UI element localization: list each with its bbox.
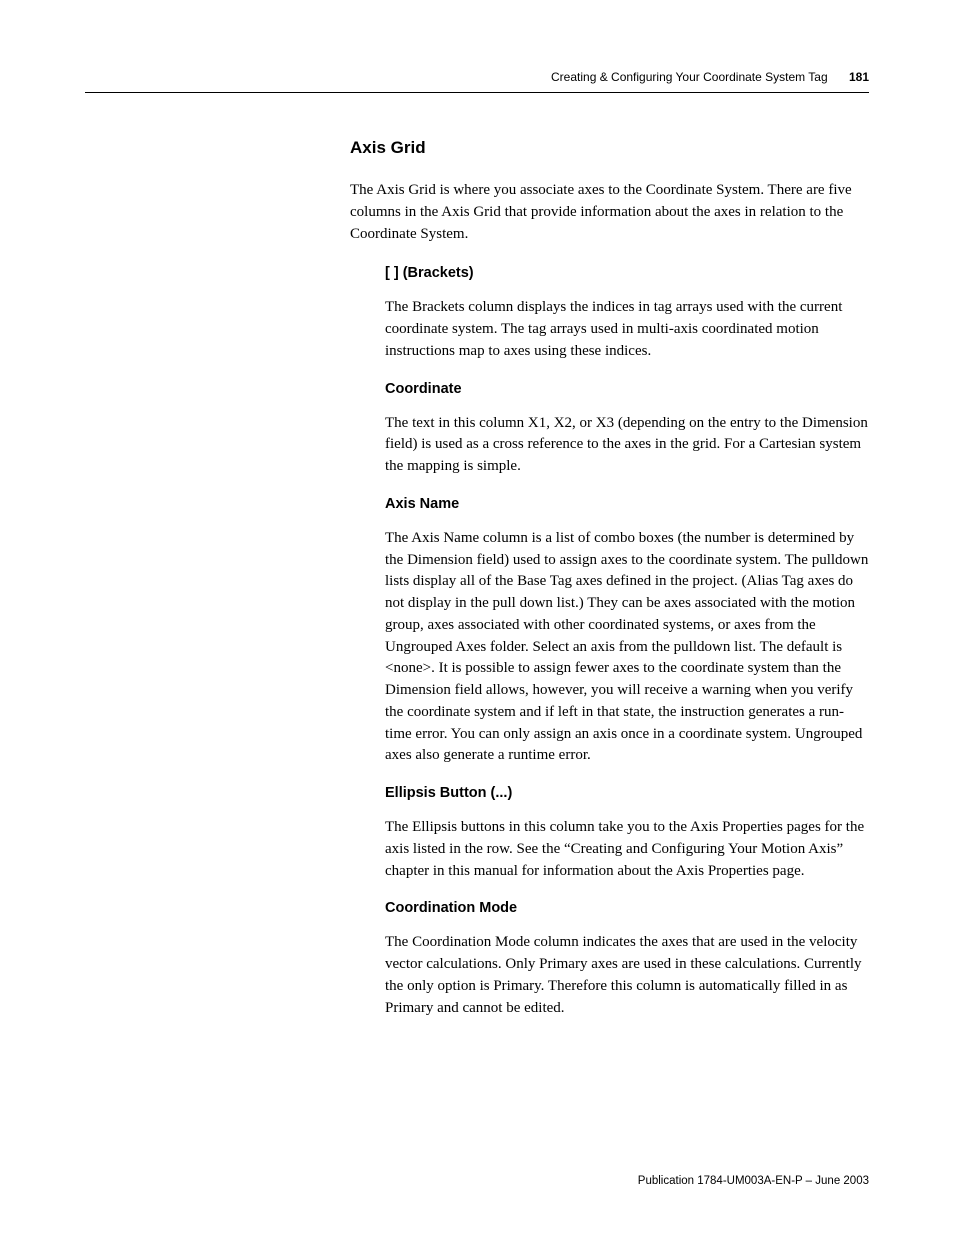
section-intro: The Axis Grid is where you associate axe… [350, 180, 869, 245]
subsection-body: The text in this column X1, X2, or X3 (d… [385, 413, 869, 478]
page-number: 181 [849, 70, 869, 84]
header-rule [85, 92, 869, 93]
subsection-heading: Ellipsis Button (...) [385, 785, 869, 801]
subsection-brackets: [ ] (Brackets) The Brackets column displ… [385, 265, 869, 362]
footer-publication: Publication 1784-UM003A-EN-P – June 2003 [638, 1175, 869, 1187]
subsection-ellipsis-button: Ellipsis Button (...) The Ellipsis butto… [385, 785, 869, 882]
subsection-heading: [ ] (Brackets) [385, 265, 869, 281]
section-heading-axis-grid: Axis Grid [350, 138, 869, 158]
subsection-coordinate: Coordinate The text in this column X1, X… [385, 381, 869, 478]
subsection-heading: Coordinate [385, 381, 869, 397]
subsection-heading: Axis Name [385, 496, 869, 512]
subsection-coordination-mode: Coordination Mode The Coordination Mode … [385, 900, 869, 1019]
subsection-heading: Coordination Mode [385, 900, 869, 916]
subsection-body: The Brackets column displays the indices… [385, 297, 869, 362]
content-column: Axis Grid The Axis Grid is where you ass… [350, 138, 869, 1037]
subsection-body: The Ellipsis buttons in this column take… [385, 817, 869, 882]
subsection-body: The Axis Name column is a list of combo … [385, 528, 869, 767]
running-header: Creating & Configuring Your Coordinate S… [551, 70, 869, 84]
subsection-axis-name: Axis Name The Axis Name column is a list… [385, 496, 869, 767]
page: Creating & Configuring Your Coordinate S… [0, 0, 954, 1235]
subsection-body: The Coordination Mode column indicates t… [385, 932, 869, 1019]
running-title: Creating & Configuring Your Coordinate S… [551, 70, 828, 84]
